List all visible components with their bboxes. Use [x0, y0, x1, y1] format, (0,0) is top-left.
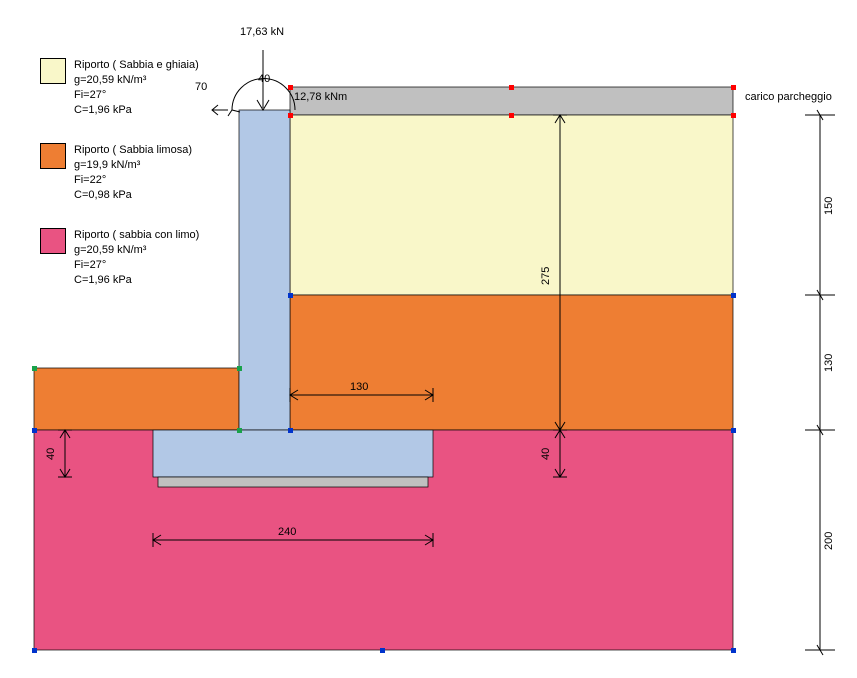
legend-line: Fi=27°	[74, 88, 199, 103]
legend-line: Riporto ( sabbia con limo)	[74, 228, 199, 243]
legend-line: C=1,96 kPa	[74, 103, 199, 118]
swatch-icon	[40, 228, 66, 254]
legend-line: g=20,59 kN/m³	[74, 243, 199, 258]
legend-line: g=19,9 kN/m³	[74, 158, 192, 173]
legend-entry-2: Riporto ( Sabbia limosa) g=19,9 kN/m³ Fi…	[40, 143, 192, 202]
dim-40-right-label: 40	[540, 448, 552, 460]
soil2-right	[290, 295, 733, 430]
legend-line: Riporto ( Sabbia e ghiaia)	[74, 58, 199, 73]
soil2-left	[34, 368, 239, 430]
dim-275-label: 275	[540, 267, 552, 285]
wall-footing	[153, 430, 433, 477]
swatch-icon	[40, 58, 66, 84]
dim-r130-label: 130	[823, 354, 835, 372]
legend-line: Fi=27°	[74, 258, 199, 273]
legend-line: Fi=22°	[74, 173, 192, 188]
dim-40-left-label: 40	[45, 448, 57, 460]
legend-line: g=20,59 kN/m³	[74, 73, 199, 88]
lean-concrete	[158, 477, 428, 487]
legend-line: C=1,96 kPa	[74, 273, 199, 288]
load-annotations	[212, 50, 295, 116]
dim-40-top-label: 40	[258, 73, 270, 85]
legend-line: C=0,98 kPa	[74, 188, 192, 203]
dim-130-label: 130	[350, 381, 368, 393]
soil1-right	[290, 115, 733, 295]
dim-240-label: 240	[278, 526, 296, 538]
legend-line: Riporto ( Sabbia limosa)	[74, 143, 192, 158]
dim-r200-label: 200	[823, 532, 835, 550]
dim-r150-label: 150	[823, 197, 835, 215]
parking-label: carico parcheggio	[745, 91, 832, 103]
legend-entry-3: Riporto ( sabbia con limo) g=20,59 kN/m³…	[40, 228, 199, 287]
parking-surcharge	[290, 87, 733, 115]
force-label: 17,63 kN	[240, 26, 284, 38]
dim-right-stack	[805, 110, 835, 655]
wall-stem	[239, 110, 290, 430]
legend-entry-1: Riporto ( Sabbia e ghiaia) g=20,59 kN/m³…	[40, 58, 199, 117]
moment-label: 12,78 kNm	[294, 91, 347, 103]
swatch-icon	[40, 143, 66, 169]
